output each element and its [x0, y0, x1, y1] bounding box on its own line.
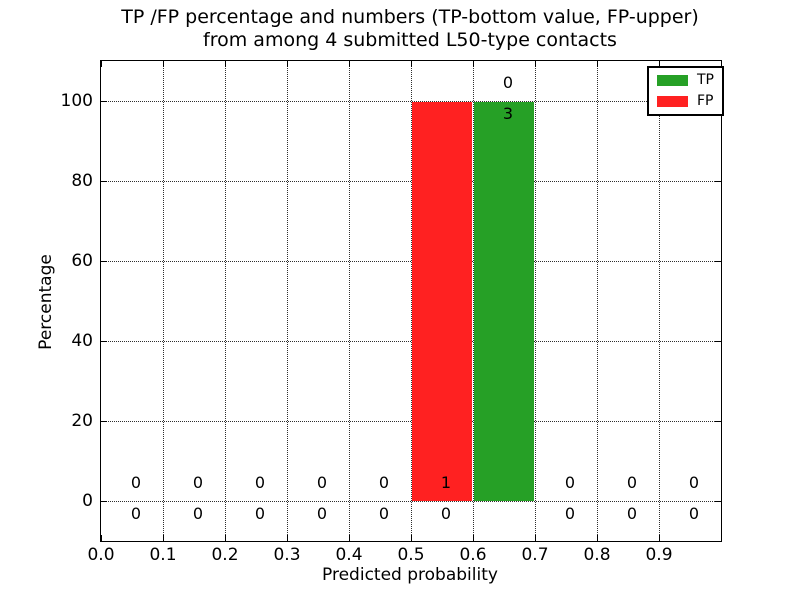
- legend-label-fp: FP: [697, 93, 714, 109]
- annotation-tp-count: 0: [626, 504, 638, 523]
- x-tick-mark: [348, 535, 350, 541]
- legend-swatch-fp: [657, 96, 688, 107]
- annotation-fp-count: 0: [254, 473, 266, 492]
- x-tick-mark: [596, 535, 598, 541]
- bar-fp: [412, 102, 472, 501]
- x-axis-label: Predicted probability: [322, 565, 498, 585]
- y-tick-mark: [101, 180, 107, 182]
- x-tick-mark: [224, 535, 226, 541]
- annotation-fp-count: 0: [378, 473, 390, 492]
- gridline-vertical: [348, 61, 350, 541]
- legend-swatch-tp: [657, 75, 688, 86]
- chart-title-line1: TP /FP percentage and numbers (TP-bottom…: [121, 6, 699, 28]
- x-tick-mark: [534, 535, 536, 541]
- x-tick-mark: [472, 535, 474, 541]
- gridline-vertical: [534, 61, 536, 541]
- gridline-horizontal: [101, 100, 721, 102]
- gridline-horizontal: [101, 500, 721, 502]
- gridline-vertical: [596, 61, 598, 541]
- gridline-vertical: [162, 61, 164, 541]
- annotation-fp-count: 0: [626, 473, 638, 492]
- annotation-fp-count: 0: [130, 473, 142, 492]
- bar-tp: [474, 102, 534, 501]
- x-tick-mark: [100, 535, 102, 541]
- y-tick-mark: [101, 100, 107, 102]
- legend-item-tp: TP: [657, 73, 714, 88]
- x-tick-mark-top: [596, 61, 598, 67]
- x-tick-mark-top: [410, 61, 412, 67]
- x-tick-label: 0.1: [149, 545, 177, 565]
- annotation-tp-count: 0: [254, 504, 266, 523]
- y-tick-mark: [101, 340, 107, 342]
- chart-title-line2: from among 4 submitted L50-type contacts: [203, 29, 617, 51]
- y-tick-mark-right: [715, 500, 721, 502]
- x-tick-mark: [162, 535, 164, 541]
- gridline-horizontal: [101, 420, 721, 422]
- x-tick-mark-top: [472, 61, 474, 67]
- x-tick-label: 0.7: [521, 545, 549, 565]
- annotation-fp-count: 0: [564, 473, 576, 492]
- x-tick-label: 0.5: [397, 545, 425, 565]
- gridline-horizontal: [101, 180, 721, 182]
- y-tick-label: 80: [71, 171, 93, 191]
- y-tick-label: 20: [71, 411, 93, 431]
- y-tick-label: 40: [71, 331, 93, 351]
- x-tick-label: 0.9: [645, 545, 673, 565]
- chart-title: TP /FP percentage and numbers (TP-bottom…: [100, 6, 720, 52]
- legend-label-tp: TP: [697, 72, 714, 88]
- legend: TP FP: [647, 66, 724, 116]
- x-tick-label: 0.4: [335, 545, 363, 565]
- y-tick-mark: [101, 420, 107, 422]
- gridline-vertical: [224, 61, 226, 541]
- gridline-horizontal: [101, 260, 721, 262]
- annotation-tp-count: 0: [316, 504, 328, 523]
- gridline-horizontal: [101, 340, 721, 342]
- annotation-tp-count: 0: [192, 504, 204, 523]
- y-tick-mark-right: [715, 340, 721, 342]
- annotation-fp-count: 0: [316, 473, 328, 492]
- x-tick-mark: [286, 535, 288, 541]
- x-tick-mark-top: [100, 61, 102, 67]
- x-tick-mark-top: [348, 61, 350, 67]
- x-tick-label: 0.6: [459, 545, 487, 565]
- x-tick-label: 0.2: [211, 545, 239, 565]
- x-tick-mark: [658, 535, 660, 541]
- annotation-tp-count: 3: [502, 104, 514, 123]
- gridline-vertical: [286, 61, 288, 541]
- x-tick-mark-top: [658, 61, 660, 67]
- annotation-tp-count: 0: [564, 504, 576, 523]
- y-tick-mark-right: [715, 260, 721, 262]
- x-tick-mark: [410, 535, 412, 541]
- x-tick-mark-top: [286, 61, 288, 67]
- annotation-tp-count: 0: [130, 504, 142, 523]
- y-tick-mark: [101, 500, 107, 502]
- x-tick-label: 0.3: [273, 545, 301, 565]
- annotation-tp-count: 0: [378, 504, 390, 523]
- annotation-tp-count: 0: [688, 504, 700, 523]
- y-tick-label: 100: [60, 91, 93, 111]
- x-tick-label: 0.0: [87, 545, 115, 565]
- x-tick-mark-top: [534, 61, 536, 67]
- x-tick-label: 0.8: [583, 545, 611, 565]
- gridline-vertical: [410, 61, 412, 541]
- plot-area: TP FP 0.0 0.1 0.2 0.3 0.4 0.5 0.6 0.7 0.8 0.9 0 20 4…: [61, 60, 724, 565]
- annotation-fp-count: 1: [440, 473, 452, 492]
- y-tick-mark-right: [715, 180, 721, 182]
- x-tick-mark-top: [162, 61, 164, 67]
- x-tick-mark-top: [224, 61, 226, 67]
- annotation-tp-count: 0: [440, 504, 452, 523]
- y-tick-label: 0: [82, 491, 93, 511]
- annotation-fp-count: 0: [688, 473, 700, 492]
- y-tick-mark: [101, 260, 107, 262]
- gridline-vertical: [658, 61, 660, 541]
- annotation-fp-count: 0: [192, 473, 204, 492]
- annotation-fp-count: 0: [502, 73, 514, 92]
- gridline-vertical: [472, 61, 474, 541]
- legend-item-fp: FP: [657, 94, 714, 109]
- y-tick-mark-right: [715, 420, 721, 422]
- y-tick-label: 60: [71, 251, 93, 271]
